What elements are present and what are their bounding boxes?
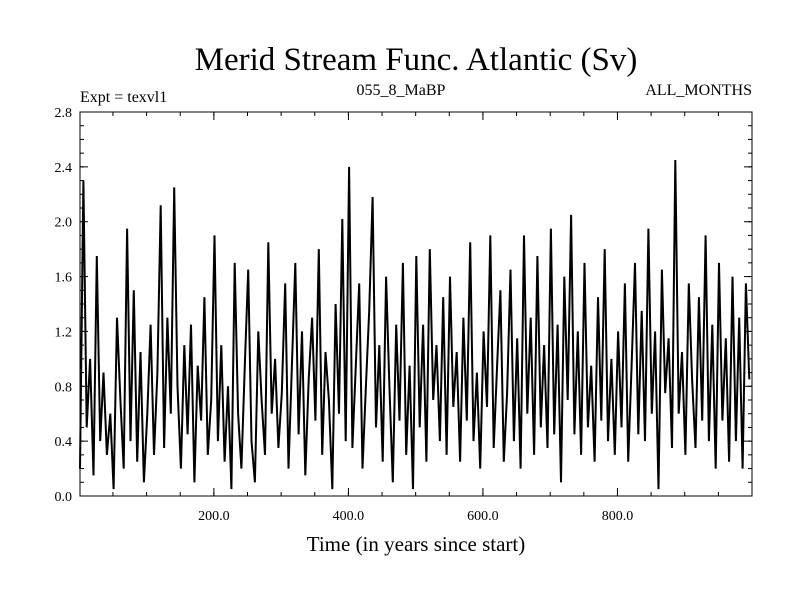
x-tick-label: 800.0 xyxy=(602,509,634,524)
y-tick-label: 0.8 xyxy=(55,380,73,395)
y-tick-label: 1.2 xyxy=(55,325,73,340)
y-tick-label: 0.0 xyxy=(55,490,73,505)
plot-area: 0.0 0.4 0.8 1.2 1.6 2.0 2.4 2.8 200.0 400.0 600.0 8… xyxy=(55,106,753,524)
chart-title: Merid Stream Func. Atlantic (Sv) xyxy=(195,42,638,78)
period-label: 055_8_MaBP xyxy=(357,82,446,99)
y-tick-label: 0.4 xyxy=(55,435,73,450)
y-tick-label: 2.0 xyxy=(55,216,73,231)
experiment-label: Expt = texvl1 xyxy=(80,89,167,106)
months-label: ALL_MONTHS xyxy=(645,82,752,99)
y-tick-label: 2.8 xyxy=(55,106,73,121)
x-tick-label: 400.0 xyxy=(333,509,365,524)
x-tick-label: 600.0 xyxy=(467,509,499,524)
x-axis-title: Time (in years since start) xyxy=(307,532,526,556)
x-tick-label: 200.0 xyxy=(198,509,230,524)
y-tick-label: 1.6 xyxy=(55,271,73,286)
series-line xyxy=(79,159,751,490)
y-tick-label: 2.4 xyxy=(55,161,73,176)
